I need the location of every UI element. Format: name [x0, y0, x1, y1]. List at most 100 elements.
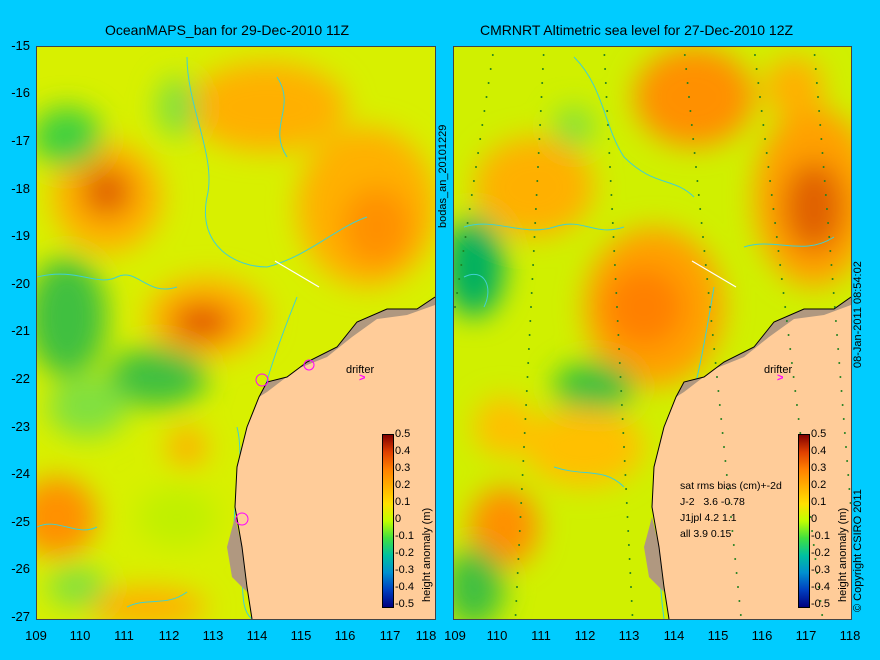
colorbar-tick: -0.3 — [395, 564, 414, 576]
altimeter-track-point — [702, 236, 704, 238]
altimeter-track-point — [824, 194, 827, 196]
altimeter-track-point — [689, 110, 692, 112]
altimeter-track-point — [619, 376, 622, 378]
altimeter-track-point — [534, 208, 537, 210]
altimeter-track-point — [518, 530, 521, 532]
altimeter-track-point — [830, 264, 833, 266]
altimeter-track-point — [831, 278, 834, 280]
altimeter-track-point — [695, 166, 697, 168]
altimeter-track-point — [721, 432, 724, 434]
x-tick-label: 118 — [415, 628, 437, 643]
altimeter-track-point — [468, 208, 471, 210]
altimeter-track-point — [762, 124, 765, 126]
altimeter-track-point — [603, 54, 606, 56]
y-tick-label: -22 — [11, 371, 30, 386]
altimeter-track-point — [515, 600, 518, 602]
y-tick-label: -21 — [11, 323, 30, 338]
altimeter-track-point — [838, 362, 841, 364]
altimeter-track-point — [618, 362, 621, 364]
altimeter-track-point — [845, 446, 847, 448]
altimeter-track-point — [470, 194, 473, 196]
altimeter-track-point — [610, 194, 613, 196]
altimeter-track-point — [735, 572, 738, 574]
colorbar-tick: -0.5 — [811, 598, 830, 610]
altimeter-track-point — [728, 502, 731, 504]
altimeter-track-point — [472, 180, 475, 182]
colorbar-tick: 0.5 — [395, 428, 411, 440]
left-map — [36, 46, 436, 620]
y-tick-label: -26 — [11, 561, 30, 576]
altimeter-track-point — [624, 474, 627, 476]
altimeter-track-point — [731, 530, 734, 532]
copyright-label: © Copyright CSIRO 2011 — [852, 489, 864, 612]
altimeter-track-point — [787, 334, 790, 336]
left-panel-title: OceanMAPS_ban for 29-Dec-2010 11Z — [105, 22, 350, 38]
altimeter-track-point — [717, 390, 720, 392]
y-tick-label: -23 — [11, 419, 30, 434]
altimeter-track-point — [534, 222, 537, 224]
altimeter-track-point — [525, 390, 528, 392]
altimeter-track-point — [820, 138, 823, 140]
altimeter-track-point — [519, 516, 522, 518]
altimeter-track-point — [818, 110, 821, 112]
altimeter-track-point — [530, 306, 532, 308]
y-tick-label: -18 — [11, 181, 30, 196]
altimeter-track-point — [847, 474, 850, 476]
altimeter-track-point — [739, 614, 742, 616]
colorbar-tick: -0.5 — [395, 598, 414, 610]
altimeter-track-point — [688, 96, 690, 98]
altimeter-track-point — [536, 180, 539, 182]
altimeter-track-point — [614, 278, 617, 280]
altimeter-track-point — [822, 166, 825, 168]
colorbar-tick: -0.2 — [395, 547, 414, 559]
altimeter-track-point — [623, 446, 625, 448]
stats-row: all 3.9 0.15 — [680, 528, 732, 540]
colorbar-tick: 0.5 — [811, 428, 827, 440]
altimeter-track-point — [521, 474, 524, 476]
altimeter-track-point — [704, 264, 707, 266]
colorbar-tick: 0 — [395, 513, 402, 525]
colorbar-tick: 0.2 — [395, 479, 411, 491]
x-tick-label: 116 — [334, 628, 356, 643]
altimeter-track-point — [541, 82, 544, 84]
altimeter-track-point — [523, 432, 526, 434]
altimeter-track-point — [840, 390, 843, 392]
drifter-arrow-icon: > — [777, 372, 784, 384]
altimeter-track-point — [734, 558, 737, 560]
altimeter-track-point — [819, 124, 822, 126]
x-tick-label: 117 — [379, 628, 401, 643]
altimeter-track-point — [537, 152, 540, 154]
altimeter-track-point — [834, 320, 837, 322]
colorbar-tick: -0.1 — [395, 530, 414, 542]
altimeter-track-point — [611, 222, 614, 224]
altimeter-track-point — [764, 138, 767, 140]
colorbar-tick: 0.1 — [811, 496, 827, 508]
altimeter-track-point — [848, 488, 851, 490]
altimeter-track-point — [527, 348, 530, 350]
altimeter-track-point — [616, 306, 618, 308]
altimeter-track-point — [527, 362, 530, 364]
altimeter-track-point — [815, 82, 818, 84]
altimeter-track-point — [832, 292, 835, 294]
altimeter-track-point — [841, 404, 844, 406]
altimeter-track-point — [755, 68, 758, 70]
x-tick-label: 109 — [25, 628, 47, 643]
altimeter-track-point — [532, 264, 535, 266]
altimeter-track-point — [491, 54, 494, 56]
altimeter-track-point — [606, 110, 609, 112]
altimeter-track-point — [604, 82, 607, 84]
altimeter-track-point — [785, 320, 788, 322]
x-tick-label: 110 — [486, 628, 508, 643]
altimeter-track-point — [618, 348, 621, 350]
altimeter-track-point — [622, 432, 625, 434]
y-tick-label: -27 — [11, 609, 30, 624]
altimeter-track-point — [779, 264, 782, 266]
altimeter-track-point — [458, 278, 461, 280]
altimeter-track-point — [516, 572, 519, 574]
y-tick-label: -19 — [11, 228, 30, 243]
altimeter-track-point — [693, 152, 696, 154]
altimeter-track-point — [823, 180, 826, 182]
altimeter-track-point — [757, 82, 760, 84]
altimeter-track-point — [821, 614, 824, 616]
altimeter-track-point — [814, 68, 817, 70]
